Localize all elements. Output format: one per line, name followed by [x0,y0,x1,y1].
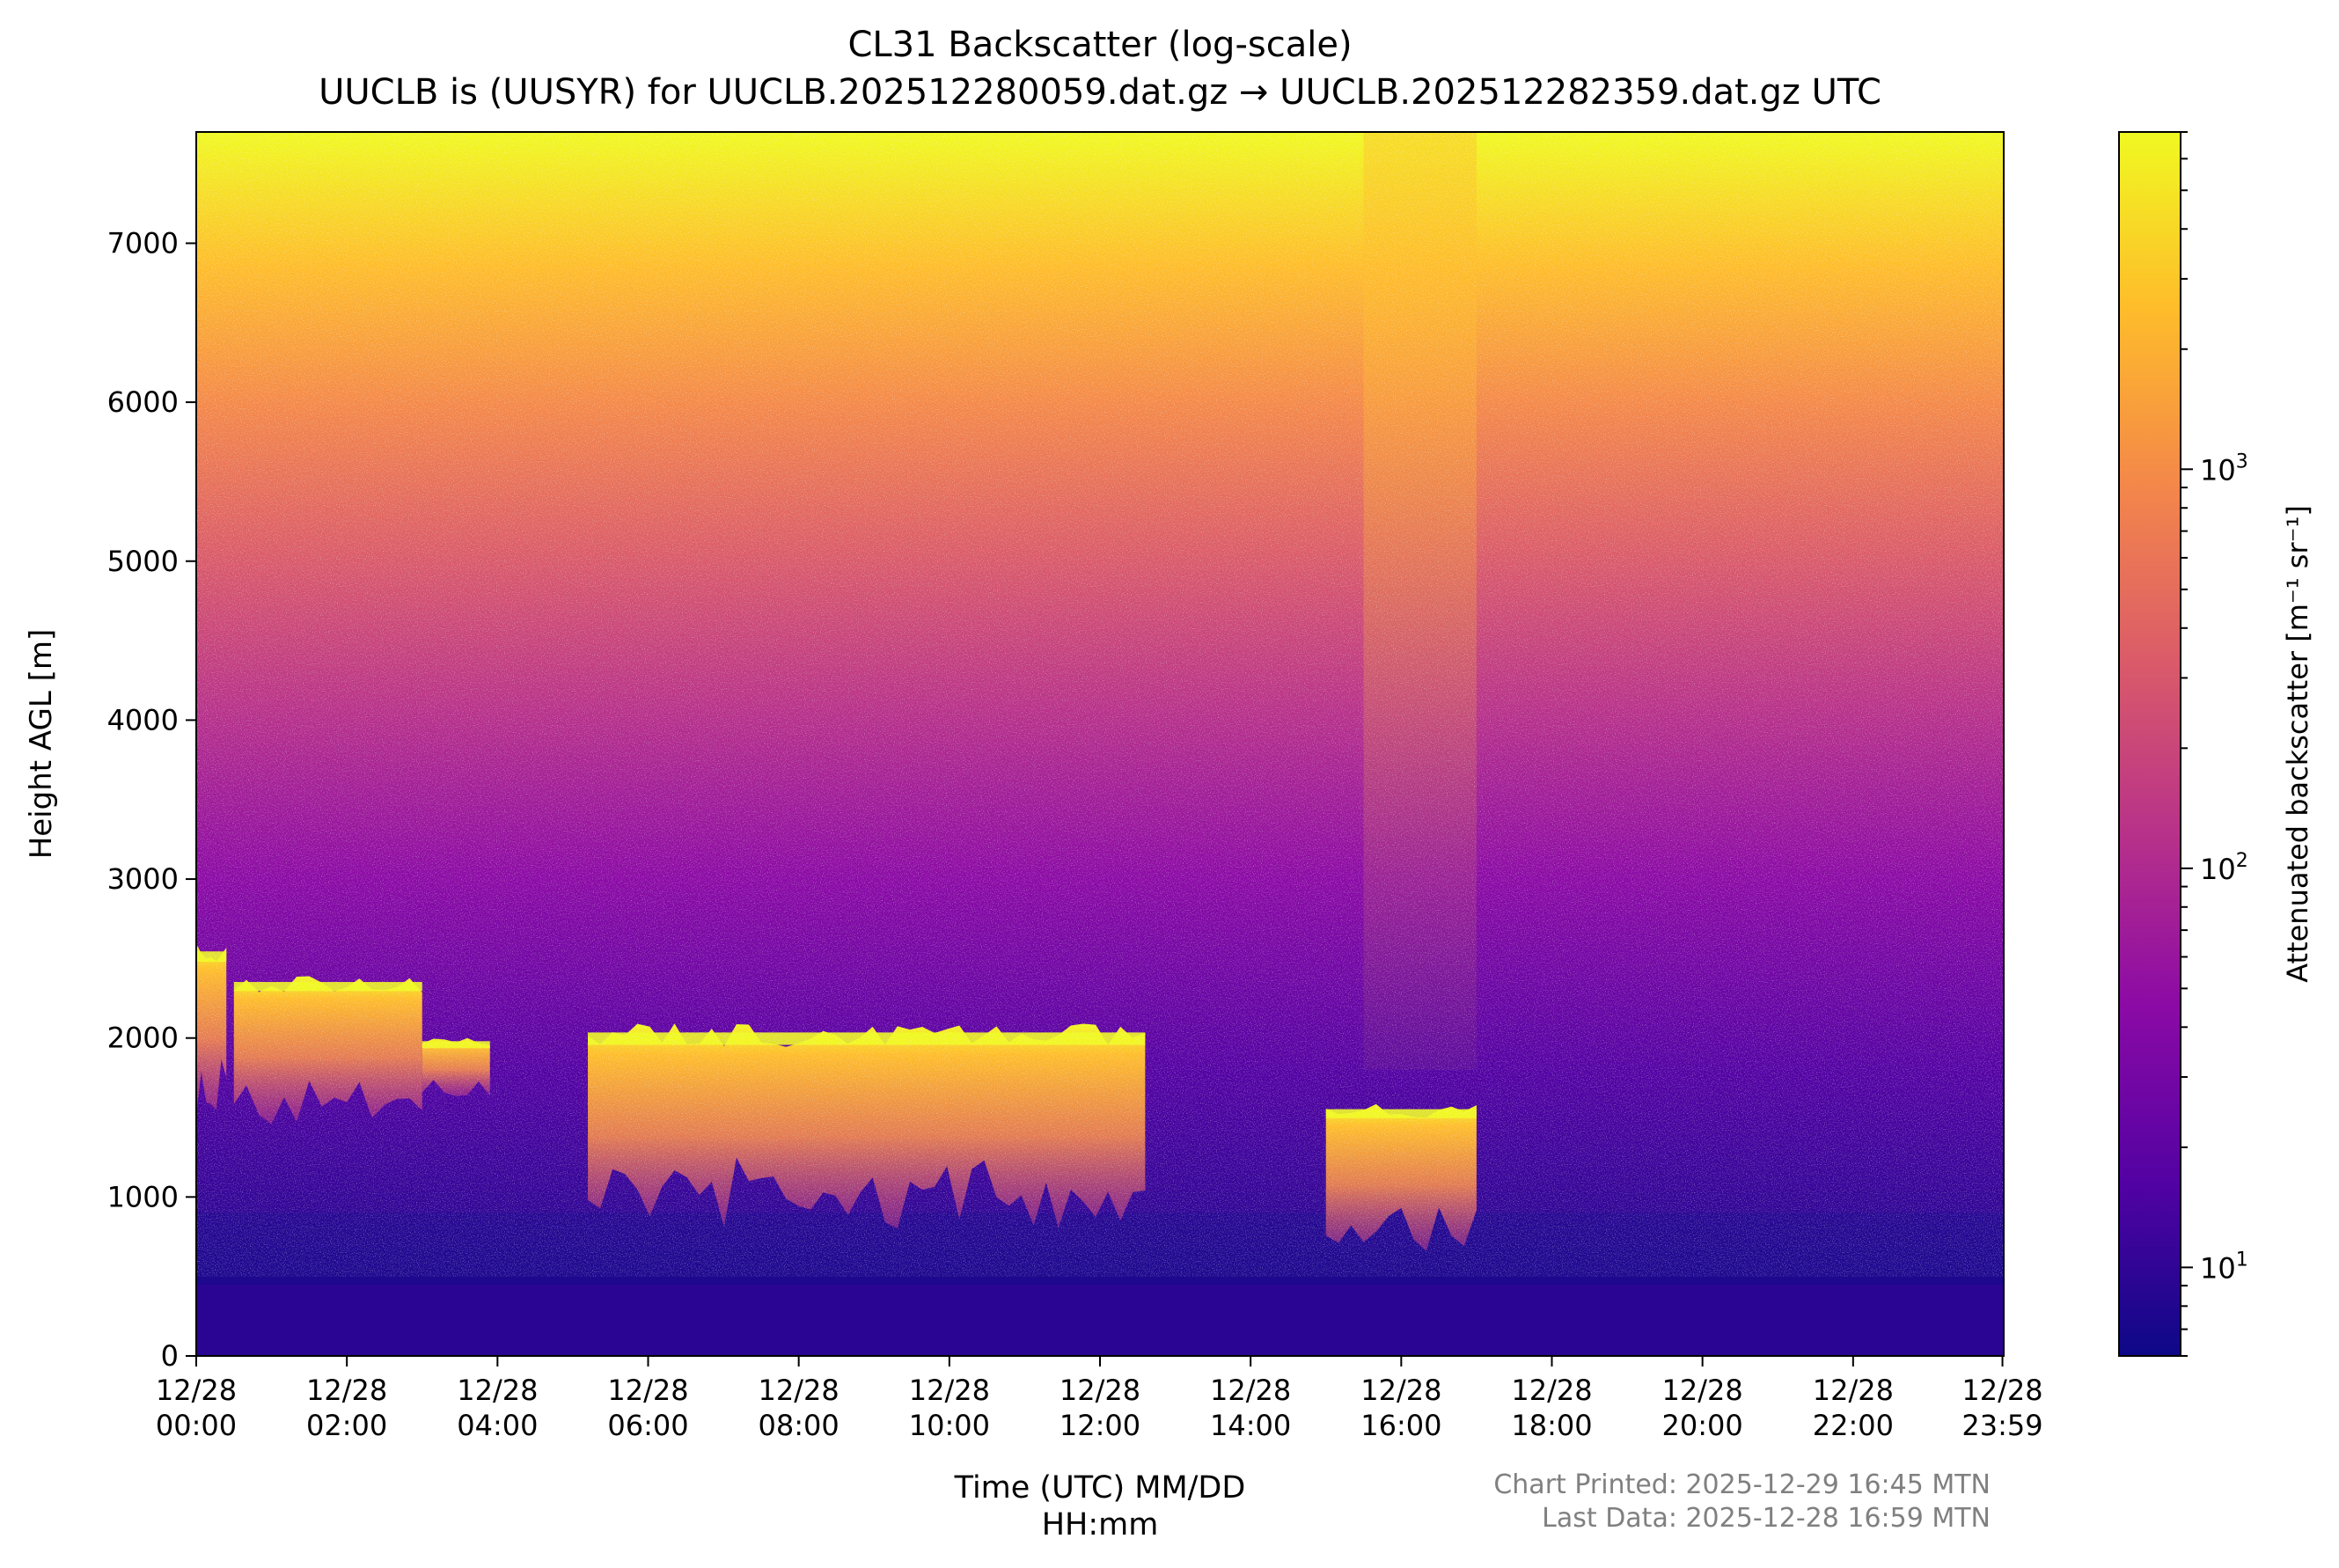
chart-printed-note: Chart Printed: 2025-12-29 16:45 MTN [1493,1469,1991,1500]
y-tick-label: 3000 [107,862,179,896]
x-tick-time: 02:00 [306,1409,387,1442]
x-tick-date: 12/28 [1961,1374,2042,1407]
x-tick-time: 20:00 [1662,1409,1743,1442]
x-tick-date: 12/28 [759,1374,840,1407]
x-tick-time: 16:00 [1360,1409,1441,1442]
y-tick-label: 2000 [107,1022,179,1055]
x-tick-date: 12/28 [1511,1374,1592,1407]
plot-area [196,132,2004,1356]
chart-title: CL31 Backscatter (log-scale) [847,25,1353,65]
colorbar-tick-label: 103 [2200,451,2248,487]
x-axis-label-line2: HH:mm [1041,1507,1159,1542]
x-tick-date: 12/28 [607,1374,688,1407]
last-data-note: Last Data: 2025-12-28 16:59 MTN [1542,1503,1991,1534]
axes: 0100020003000400050006000700012/2800:001… [24,226,2043,1442]
y-tick-label: 6000 [107,385,179,419]
y-axis-label: Height AGL [m] [24,629,59,860]
x-tick-time: 00:00 [156,1409,237,1442]
x-tick-time: 08:00 [759,1409,840,1442]
colorbar-label: Attenuated backscatter [m⁻¹ sr⁻¹] [2281,505,2314,983]
x-tick-time: 04:00 [457,1409,538,1442]
x-tick-date: 12/28 [1662,1374,1743,1407]
x-tick-date: 12/28 [1210,1374,1291,1407]
noise-speckle [196,132,2004,1277]
chart-subtitle: UUCLB is (UUSYR) for UUCLB.202512280059.… [319,72,1881,113]
colorbar: 101 102 103 Attenuated backscatter [m⁻¹ sr⁻… [2118,131,2314,1357]
x-tick-time: 10:00 [909,1409,990,1442]
y-tick-label: 0 [161,1339,179,1373]
x-tick-time: 18:00 [1511,1409,1592,1442]
x-tick-time: 06:00 [607,1409,688,1442]
y-tick-label: 1000 [107,1180,179,1213]
x-tick-time: 12:00 [1060,1409,1140,1442]
x-tick-time: 23:59 [1961,1409,2042,1442]
x-tick-date: 12/28 [1060,1374,1140,1407]
x-tick-date: 12/28 [156,1374,237,1407]
x-tick-time: 22:00 [1813,1409,1894,1442]
x-tick-date: 12/28 [909,1374,990,1407]
y-tick-label: 4000 [107,703,179,736]
colorbar-bar [2118,131,2181,1357]
x-tick-date: 12/28 [1813,1374,1894,1407]
y-tick-label: 5000 [107,545,179,578]
surface-layer [196,1284,2004,1356]
x-tick-date: 12/28 [306,1374,387,1407]
colorbar-tick-label: 101 [2200,1249,2248,1285]
x-tick-date: 12/28 [457,1374,538,1407]
y-tick-label: 7000 [107,226,179,260]
x-tick-time: 14:00 [1210,1409,1291,1442]
colorbar-tick-label: 102 [2200,850,2248,886]
x-axis-label: Time (UTC) MM/DD [954,1470,1246,1506]
x-tick-date: 12/28 [1360,1374,1441,1407]
